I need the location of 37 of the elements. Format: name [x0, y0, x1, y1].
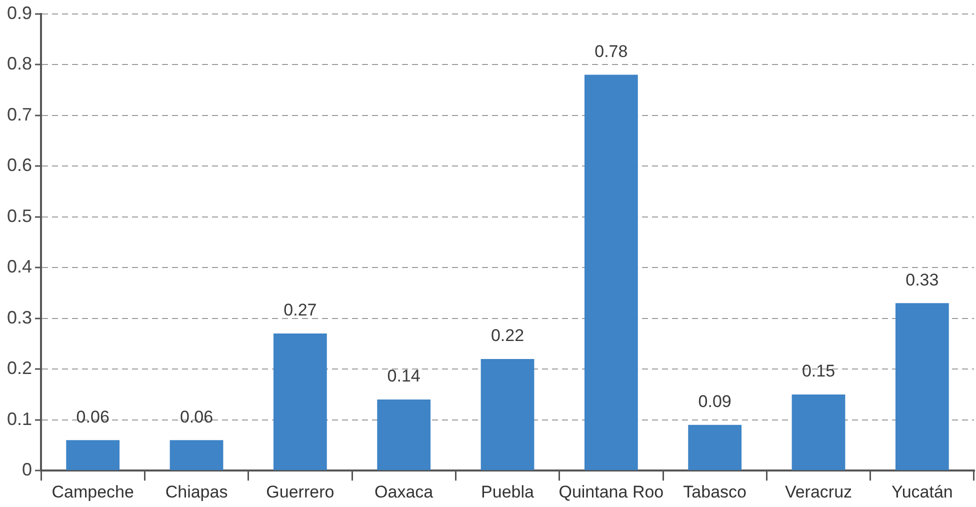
- bar: [480, 358, 534, 470]
- x-tick-label: Guerrero: [266, 482, 334, 502]
- y-tick-label: 0.9: [6, 2, 32, 23]
- bar: [377, 400, 431, 470]
- x-tick-label: Puebla: [481, 482, 535, 502]
- bar: [688, 424, 742, 470]
- data-label: 0.15: [802, 362, 836, 381]
- y-tick-label: 0.8: [6, 54, 32, 74]
- y-tick-label: 0.1: [6, 408, 32, 429]
- x-tick-label: Campeche: [52, 482, 134, 502]
- data-label: 0.06: [180, 407, 214, 426]
- x-tick-label: Quintana Roo: [558, 482, 664, 502]
- x-tick-label: Chiapas: [165, 482, 228, 502]
- data-label: 0.27: [284, 300, 317, 320]
- x-tick-label: Tabasco: [683, 482, 747, 502]
- y-tick-label: 0: [22, 460, 32, 480]
- data-label: 0.33: [906, 270, 939, 290]
- bar: [66, 440, 120, 470]
- x-tick-label: Yucatán: [891, 482, 953, 502]
- y-tick-label: 0.3: [6, 307, 32, 328]
- y-tick-label: 0.2: [6, 358, 32, 378]
- bar: [895, 303, 949, 470]
- bar: [584, 74, 638, 470]
- data-label: 0.22: [490, 326, 524, 346]
- data-label: 0.14: [387, 366, 420, 386]
- bar: [792, 394, 846, 470]
- y-tick-label: 0.5: [6, 206, 32, 226]
- data-label: 0.09: [698, 392, 732, 412]
- data-label: 0.06: [76, 407, 110, 426]
- data-label: 0.78: [594, 42, 628, 61]
- x-tick-label: Veracruz: [784, 482, 852, 502]
- y-tick-label: 0.4: [6, 256, 32, 277]
- bar: [170, 440, 224, 470]
- y-tick-label: 0.7: [6, 104, 32, 124]
- y-tick-label: 0.6: [6, 155, 32, 176]
- bar: [273, 334, 327, 470]
- x-tick-label: Oaxaca: [374, 482, 434, 502]
